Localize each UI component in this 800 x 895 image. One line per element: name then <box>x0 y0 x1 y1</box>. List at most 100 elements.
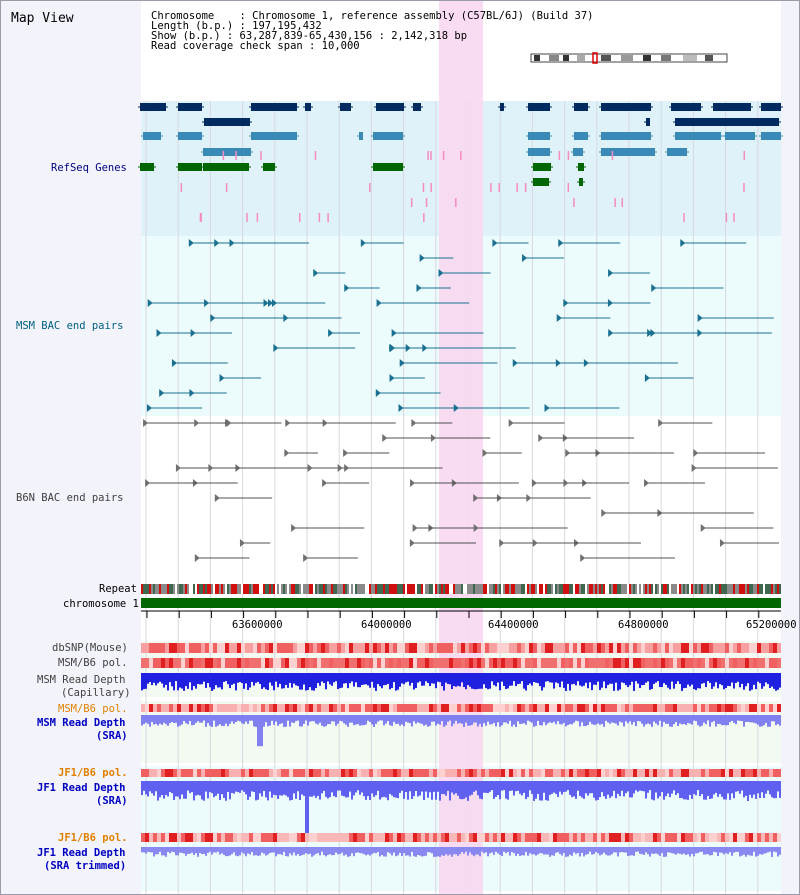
repeat-element <box>597 584 599 594</box>
polymorphism-heat-cell <box>685 704 689 712</box>
polymorphism-heat-cell <box>585 704 589 712</box>
repeat-element <box>255 584 257 594</box>
repeat-element <box>775 584 777 594</box>
track-label-jf1-pol-2[interactable]: JF1/B6 pol. <box>58 832 128 844</box>
read-depth-bar <box>341 781 343 796</box>
track-label-jf1-pol[interactable]: JF1/B6 pol. <box>58 767 128 779</box>
track-label-jf1-depth-trim-1[interactable]: JF1 Read Depth <box>37 847 126 859</box>
read-depth-bar <box>319 673 321 686</box>
track-label-b6n-bac[interactable]: B6N BAC end pairs <box>16 492 124 504</box>
read-depth-bar <box>417 715 419 723</box>
read-depth-bar <box>525 847 527 852</box>
track-label-repeat[interactable]: Repeat <box>99 583 137 595</box>
repeat-element <box>667 584 669 594</box>
repeat-element <box>687 584 689 594</box>
track-label-msm-pol-2[interactable]: MSM/B6 pol. <box>58 703 128 715</box>
read-depth-bar <box>597 847 599 854</box>
polymorphism-heat-cell <box>361 704 365 712</box>
track-label-dbsnp[interactable]: dbSNP(Mouse) <box>52 642 128 654</box>
polymorphism-heat-cell <box>285 833 289 842</box>
read-depth-bar <box>305 847 307 854</box>
read-depth-bar <box>625 715 627 722</box>
polymorphism-heat-cell <box>741 643 745 653</box>
repeat-element <box>577 584 579 594</box>
read-depth-bar <box>169 715 171 724</box>
repeat-element <box>755 584 757 594</box>
repeat-element <box>403 584 405 594</box>
read-depth-bar <box>763 715 765 726</box>
track-label-msm-pol[interactable]: MSM/B6 pol. <box>58 657 128 669</box>
polymorphism-heat-cell <box>257 643 261 653</box>
read-depth-bar <box>165 847 167 857</box>
repeat-element <box>749 584 751 594</box>
read-depth-bar <box>529 715 531 722</box>
polymorphism-heat-cell <box>729 658 733 668</box>
polymorphism-heat-cell <box>589 658 593 668</box>
read-depth-bar <box>699 847 701 852</box>
read-depth-bar <box>775 781 777 799</box>
read-depth-bar <box>505 715 507 723</box>
read-depth-bar <box>427 847 429 853</box>
read-depth-bar <box>743 847 745 855</box>
axis-tick-label: 63600000 <box>232 619 283 631</box>
polymorphism-heat-cell <box>233 658 237 668</box>
polymorphism-heat-cell <box>749 704 753 712</box>
repeat-element <box>461 584 463 594</box>
read-depth-bar <box>665 673 667 685</box>
polymorphism-heat-cell <box>153 658 157 668</box>
read-depth-bar <box>777 781 779 792</box>
repeat-element <box>611 584 613 594</box>
read-depth-bar <box>731 847 733 856</box>
read-depth-bar <box>415 673 417 689</box>
polymorphism-heat-cell <box>453 658 457 668</box>
repeat-element <box>675 584 677 594</box>
b6n-bac-end-marker <box>691 464 697 472</box>
track-label-msm-bac[interactable]: MSM BAC end pairs <box>16 320 124 332</box>
read-depth-bar <box>209 715 211 726</box>
polymorphism-heat-cell <box>609 704 613 712</box>
read-depth-bar <box>595 781 597 801</box>
refseq-gene-exon <box>251 103 297 111</box>
repeat-element <box>705 584 707 594</box>
read-depth-bar <box>729 847 731 853</box>
read-depth-bar <box>435 715 437 726</box>
read-depth-bar <box>361 781 363 793</box>
read-depth-bar <box>463 847 465 854</box>
refseq-gene-exon <box>178 163 202 171</box>
polymorphism-heat-cell <box>629 704 633 712</box>
read-depth-bar <box>387 781 389 801</box>
read-depth-bar <box>683 781 685 800</box>
read-depth-bar <box>469 781 471 796</box>
read-depth-bar <box>161 847 163 856</box>
polymorphism-heat-cell <box>533 658 537 668</box>
read-depth-bar <box>377 715 379 722</box>
read-depth-bar <box>623 781 625 797</box>
read-depth-bar <box>707 715 709 721</box>
track-label-msm-depth-cap-1[interactable]: MSM Read Depth <box>37 674 126 686</box>
read-depth-bar <box>679 673 681 685</box>
polymorphism-heat-cell <box>481 658 485 668</box>
polymorphism-heat-cell <box>361 658 365 668</box>
repeat-element <box>213 584 215 594</box>
read-depth-bar <box>463 673 465 688</box>
polymorphism-heat-cell <box>321 704 325 712</box>
polymorphism-heat-cell <box>213 643 217 653</box>
refseq-minor-mark <box>725 213 728 222</box>
read-depth-bar <box>703 847 705 855</box>
track-label-msm-depth-sra-1[interactable]: MSM Read Depth <box>37 717 126 729</box>
read-depth-bar <box>391 715 393 726</box>
b6n-bac-end-marker <box>285 419 291 427</box>
read-depth-bar <box>405 715 407 722</box>
read-depth-bar <box>235 781 237 792</box>
refseq-gene-exon <box>500 103 504 111</box>
read-depth-bar <box>383 673 385 686</box>
read-depth-bar <box>277 847 279 855</box>
track-label-refseq[interactable]: RefSeq Genes <box>51 162 127 174</box>
msm-bac-end-marker <box>607 299 613 307</box>
polymorphism-heat-cell <box>737 833 741 842</box>
repeat-element <box>387 584 389 594</box>
track-label-jf1-depth-sra-1[interactable]: JF1 Read Depth <box>37 782 126 794</box>
read-depth-bar <box>373 847 375 853</box>
read-depth-bar <box>605 673 607 689</box>
repeat-element <box>521 584 523 594</box>
